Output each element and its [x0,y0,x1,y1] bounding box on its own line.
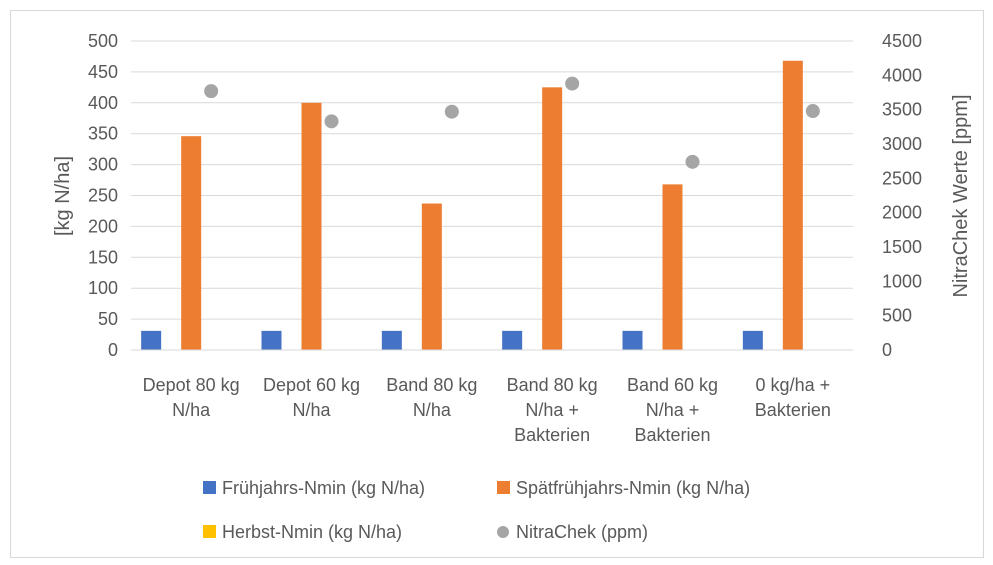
category-label: Band 80 kg N/ha + Bakterien [507,375,598,445]
legend-label: NitraChek (ppm) [516,522,648,542]
y-tick-label: 350 [88,124,118,144]
nitrachek-point [685,154,700,169]
bar [261,330,282,350]
right-axis-tick-labels: 0 500 1000 1500 2000 2500 3000 3500 4000 4500 [882,31,922,360]
y-tick-label: 50 [98,309,118,329]
category-label: Depot 60 kg N/ha [263,375,360,420]
nitrachek-points [204,76,820,169]
legend-swatch [203,525,216,538]
legend-swatch [203,481,216,494]
y2-tick-label: 1000 [882,271,922,291]
chart-frame [10,10,984,558]
bar [421,203,442,350]
category-label: 0 kg/ha + Bakterien [755,375,831,420]
y2-tick-label: 4500 [882,31,922,51]
category-label: Band 60 kg N/ha + Bakterien [627,375,718,445]
bar [782,60,803,350]
gridlines [131,40,853,320]
y2-tick-label: 2500 [882,168,922,188]
nitrachek-point [805,104,820,119]
y-tick-label: 450 [88,62,118,82]
y-tick-label: 300 [88,155,118,175]
left-axis-title: [kg N/ha] [52,156,74,236]
bar [301,102,322,350]
nitrachek-point [324,114,339,129]
y-tick-label: 150 [88,247,118,267]
category-label: Band 80 kg N/ha [386,375,477,420]
legend-marker [497,526,509,538]
y2-tick-label: 4000 [882,65,922,85]
bar [381,330,402,350]
legend-label: Frühjahrs-Nmin (kg N/ha) [222,478,425,498]
y-tick-label: 500 [88,31,118,51]
y2-tick-label: 500 [882,306,912,326]
bar [662,184,683,350]
nitrachek-point [204,84,219,99]
nitrachek-point [444,104,459,119]
nitrachek-point [565,76,580,91]
y2-tick-label: 0 [882,340,892,360]
bar [141,330,162,350]
legend-label: Spätfrühjahrs-Nmin (kg N/ha) [516,478,750,498]
category-labels: Depot 80 kg N/ha Depot 60 kg N/ha Band 80 kg… [143,375,831,445]
left-axis-tick-labels: 0 50 100 150 200 250 300 350 400 450 500 [88,31,118,360]
category-label: Depot 80 kg N/ha [143,375,240,420]
y2-tick-label: 3500 [882,100,922,120]
bar [542,87,563,350]
y2-tick-label: 1500 [882,237,922,257]
bar [622,330,643,350]
y-tick-label: 250 [88,186,118,206]
y-tick-label: 200 [88,216,118,236]
y-tick-label: 100 [88,278,118,298]
bar [742,330,763,350]
bar [181,136,202,350]
y-tick-label: 400 [88,93,118,113]
legend: Frühjahrs-Nmin (kg N/ha) Spätfrühjahrs-Nm… [203,478,750,542]
y2-tick-label: 3000 [882,134,922,154]
bar [502,330,523,350]
y-tick-label: 0 [108,340,118,360]
bars [141,60,803,350]
legend-swatch [497,481,510,494]
y2-tick-label: 2000 [882,203,922,223]
right-axis-title: NitraChek Werte [ppm] [950,94,972,297]
legend-label: Herbst-Nmin (kg N/ha) [222,522,402,542]
